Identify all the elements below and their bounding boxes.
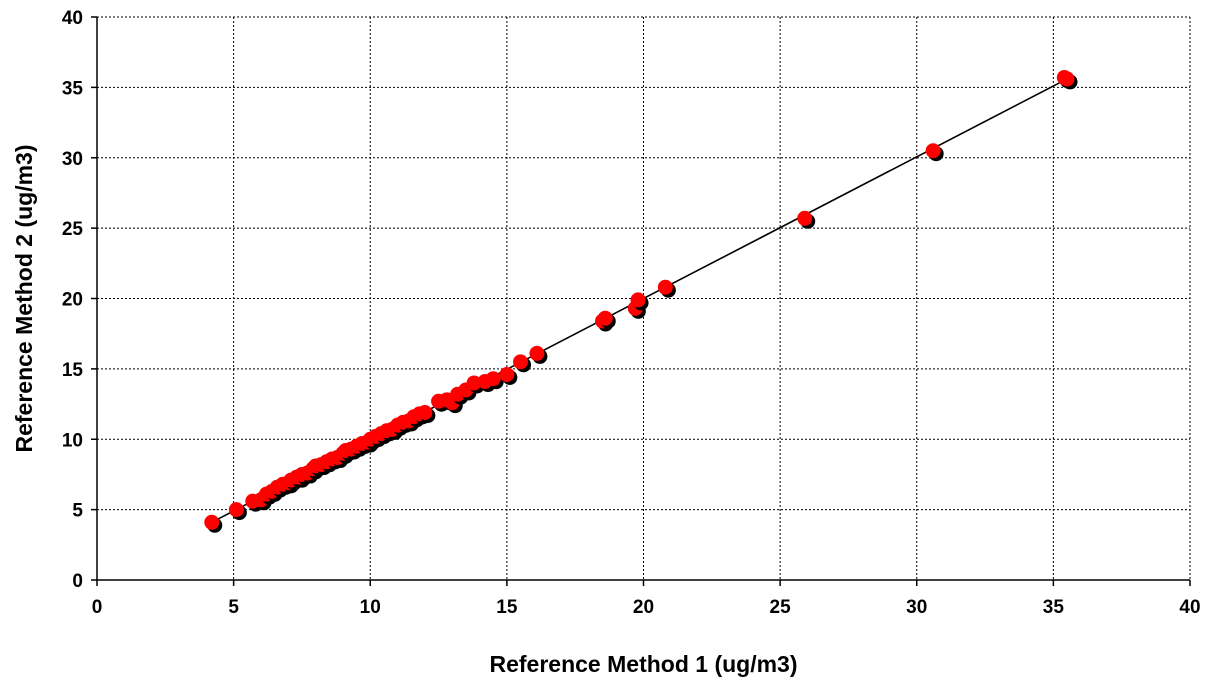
x-tick-label: 15: [496, 597, 518, 618]
data-point: [485, 371, 501, 387]
y-tick-label: 35: [62, 78, 84, 99]
y-axis-title: Reference Method 2 (ug/m3): [11, 145, 37, 453]
y-tick-label: 5: [72, 501, 83, 522]
x-tick-label: 0: [92, 597, 103, 618]
data-point: [797, 210, 813, 226]
points-layer: [204, 70, 1078, 533]
y-tick-label: 10: [62, 430, 83, 451]
x-tick-label: 25: [770, 597, 792, 618]
data-point: [657, 279, 673, 295]
x-tick-label: 5: [228, 597, 239, 618]
x-tick-label: 35: [1043, 597, 1065, 618]
x-tick-label: 10: [360, 597, 381, 618]
data-point: [513, 354, 529, 370]
y-tick-label: 25: [62, 219, 84, 240]
data-point: [204, 514, 220, 530]
tick-labels-layer: 0 5 10 15 20 25 30 35 40 0 5 10 15 20 25 30 35 40: [62, 8, 1201, 618]
axes-layer: [91, 16, 1191, 586]
data-point: [1059, 71, 1075, 87]
data-point: [925, 143, 941, 159]
y-tick-label: 20: [62, 290, 83, 311]
y-tick-label: 40: [62, 8, 83, 29]
x-tick-label: 40: [1179, 597, 1200, 618]
data-point: [499, 367, 515, 383]
data-point: [630, 292, 646, 308]
data-point: [228, 502, 244, 518]
data-point: [417, 405, 433, 421]
x-tick-label: 20: [633, 597, 654, 618]
grid-layer: [97, 16, 1191, 580]
y-tick-label: 30: [62, 149, 83, 170]
x-tick-label: 30: [906, 597, 927, 618]
y-tick-label: 0: [72, 571, 83, 592]
x-axis-title: Reference Method 1 (ug/m3): [490, 651, 798, 677]
data-point: [597, 310, 613, 326]
y-tick-label: 15: [62, 360, 84, 381]
data-point: [466, 375, 482, 391]
data-point: [529, 345, 545, 361]
